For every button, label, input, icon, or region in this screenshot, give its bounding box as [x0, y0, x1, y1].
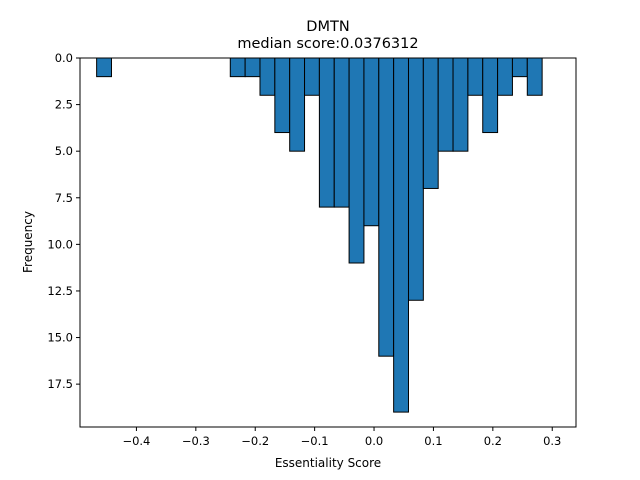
y-tick-label: 7.5 — [55, 191, 73, 205]
x-axis-label: Essentiality Score — [275, 456, 381, 470]
histogram-bar — [244, 57, 261, 78]
y-tick-label: 17.5 — [47, 377, 73, 391]
histogram-bar — [407, 57, 424, 301]
histogram-bar — [289, 57, 306, 152]
histogram-bar — [348, 57, 365, 264]
histogram-bar — [467, 57, 484, 96]
x-tick-label: −0.1 — [301, 434, 329, 448]
chart-title: DMTN — [306, 19, 349, 35]
x-tick-label: 0.3 — [543, 434, 561, 448]
x-tick-label: 0.2 — [484, 434, 502, 448]
chart-subtitle: median score:0.0376312 — [237, 36, 418, 52]
y-axis-label: Frequency — [21, 211, 35, 273]
histogram-bar — [422, 57, 439, 189]
y-tick-label: 5.0 — [55, 144, 73, 158]
histogram-bar — [333, 57, 350, 208]
histogram-bar — [497, 57, 513, 96]
y-axis-ticks: 0.0 2.5 5.0 7.5 10.0 12.5 15.0 17.5 — [47, 51, 80, 391]
histogram-bar — [378, 57, 395, 357]
y-tick-label: 15.0 — [47, 331, 73, 345]
x-tick-label: 0.1 — [424, 434, 442, 448]
histogram-bar — [259, 57, 276, 96]
x-tick-label: −0.3 — [182, 434, 210, 448]
histogram-bar — [229, 57, 246, 78]
x-tick-label: 0.0 — [365, 434, 383, 448]
y-tick-label: 2.5 — [55, 98, 73, 112]
y-tick-label: 12.5 — [47, 284, 73, 298]
x-tick-label: −0.4 — [122, 434, 150, 448]
histogram-bars — [96, 57, 543, 413]
histogram-bar — [318, 57, 335, 208]
y-tick-label: 10.0 — [47, 237, 73, 251]
histogram-bar — [304, 57, 320, 96]
histogram-bar — [363, 57, 380, 227]
histogram-bar — [274, 57, 291, 134]
histogram-bar — [482, 57, 499, 134]
histogram-bar — [511, 57, 528, 78]
histogram-bar — [437, 57, 454, 152]
histogram-bar — [526, 57, 543, 96]
histogram-bar — [96, 57, 112, 78]
plot-frame — [79, 57, 577, 428]
y-tick-label: 0.0 — [55, 51, 73, 65]
histogram-bar — [393, 57, 409, 413]
x-axis-ticks: −0.4 −0.3 −0.2 −0.1 0.0 0.1 0.2 0.3 — [122, 427, 561, 448]
x-tick-label: −0.2 — [241, 434, 269, 448]
histogram-bar — [452, 57, 469, 152]
